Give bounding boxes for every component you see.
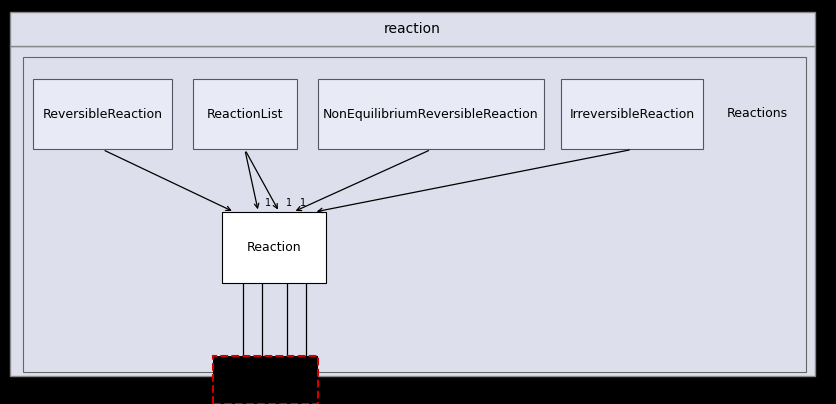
Bar [192,79,297,149]
Bar [560,79,702,149]
Bar [33,79,171,149]
Bar [222,212,326,283]
Text: 1: 1 [299,198,306,208]
Bar [23,57,805,372]
Text: NonEquilibriumReversibleReaction: NonEquilibriumReversibleReaction [323,107,538,121]
Text: 1: 1 [265,198,271,208]
Text: ReactionList: ReactionList [206,107,283,121]
Text: reaction: reaction [384,22,441,36]
Text: Reaction: Reaction [247,241,301,254]
Text: Reactions: Reactions [726,107,787,120]
Bar [213,356,318,404]
Text: ReversibleReaction: ReversibleReaction [43,107,162,121]
Bar [318,79,543,149]
Bar [10,12,814,46]
Bar [10,46,814,376]
Text: 1: 1 [286,198,292,208]
Text: IrreversibleReaction: IrreversibleReaction [568,107,694,121]
